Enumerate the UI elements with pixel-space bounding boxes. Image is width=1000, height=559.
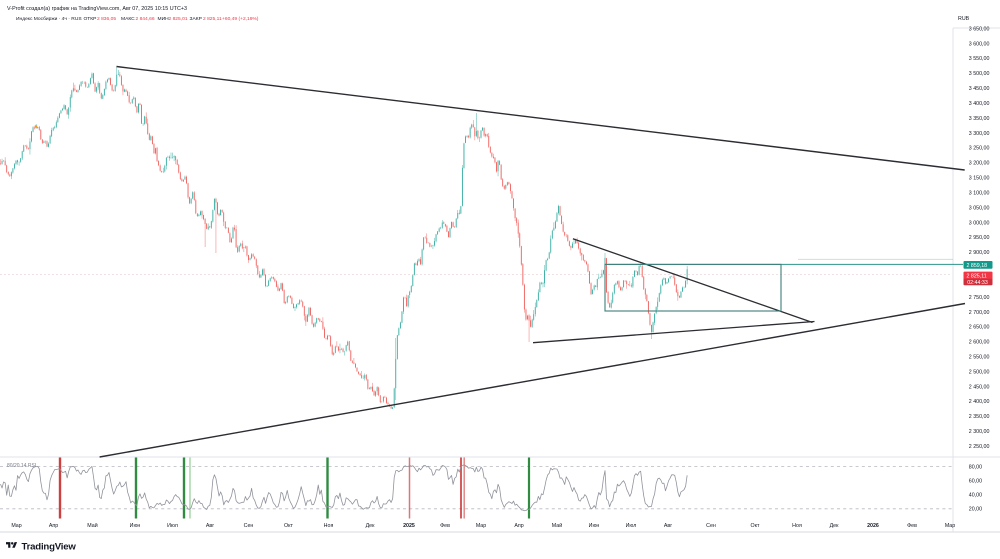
svg-text:2025: 2025 <box>403 523 415 529</box>
svg-text:RUB: RUB <box>958 16 970 22</box>
svg-text:Июл: Июл <box>167 523 178 529</box>
svg-text:20,00: 20,00 <box>969 507 982 513</box>
svg-text:ЗАКР: ЗАКР <box>190 16 202 22</box>
svg-text:3 600,00: 3 600,00 <box>969 41 990 47</box>
svg-text:Сен: Сен <box>706 523 716 529</box>
svg-text:2 500,00: 2 500,00 <box>969 369 990 375</box>
svg-text:Ноя: Ноя <box>792 523 802 529</box>
svg-text:Дек: Дек <box>366 523 376 529</box>
svg-text:2 300,00: 2 300,00 <box>969 429 990 435</box>
svg-text:2 844,66: 2 844,66 <box>136 16 155 22</box>
svg-text:60,00: 60,00 <box>969 479 982 485</box>
svg-text:Индекс Мосбиржи · 4ч · RUS: Индекс Мосбиржи · 4ч · RUS <box>16 16 82 22</box>
svg-text:+60,49 (+2,19%): +60,49 (+2,19%) <box>222 16 259 22</box>
svg-text:Фев: Фев <box>440 523 450 529</box>
svg-text:3 650,00: 3 650,00 <box>969 26 990 32</box>
svg-text:Окт: Окт <box>751 523 760 529</box>
svg-text:2026: 2026 <box>867 523 879 529</box>
svg-text:3 050,00: 3 050,00 <box>969 205 990 211</box>
svg-text:Июл: Июл <box>626 523 637 529</box>
svg-text:2 825,11: 2 825,11 <box>203 16 222 22</box>
svg-text:3 100,00: 3 100,00 <box>969 190 990 196</box>
svg-text:2 750,00: 2 750,00 <box>969 295 990 301</box>
svg-text:2 600,00: 2 600,00 <box>969 340 990 346</box>
svg-text:Ноя: Ноя <box>324 523 334 529</box>
svg-text:3 550,00: 3 550,00 <box>969 56 990 62</box>
svg-text:Мар: Мар <box>11 523 21 529</box>
svg-text:Дек: Дек <box>830 523 840 529</box>
svg-text:Окт: Окт <box>284 523 293 529</box>
svg-text:3 250,00: 3 250,00 <box>969 146 990 152</box>
svg-text:2 825,11: 2 825,11 <box>967 274 987 280</box>
svg-text:2 825,01: 2 825,01 <box>169 16 188 22</box>
svg-text:2 836,05: 2 836,05 <box>97 16 116 22</box>
svg-text:2 250,00: 2 250,00 <box>969 444 990 450</box>
svg-text:3 000,00: 3 000,00 <box>969 220 990 226</box>
svg-text:Май: Май <box>87 522 97 529</box>
svg-text:3 300,00: 3 300,00 <box>969 131 990 137</box>
svg-text:3 150,00: 3 150,00 <box>969 176 990 182</box>
svg-text:3 500,00: 3 500,00 <box>969 71 990 77</box>
svg-text:40,00: 40,00 <box>969 493 982 499</box>
svg-text:МАКС: МАКС <box>121 16 135 22</box>
svg-text:V-Profit создал(а) график на T: V-Profit создал(а) график на TradingView… <box>7 6 187 12</box>
svg-text:МИН: МИН <box>158 16 170 22</box>
svg-text:ОТКР: ОТКР <box>84 16 97 22</box>
svg-text:2 550,00: 2 550,00 <box>969 355 990 361</box>
svg-text:Сен: Сен <box>244 523 254 529</box>
svg-text:3 200,00: 3 200,00 <box>969 161 990 167</box>
svg-text:3 350,00: 3 350,00 <box>969 116 990 122</box>
svg-text:2 400,00: 2 400,00 <box>969 399 990 405</box>
svg-text:Мар: Мар <box>476 523 486 529</box>
svg-text:3 450,00: 3 450,00 <box>969 86 990 92</box>
svg-text:Мар: Мар <box>945 523 955 529</box>
svg-text:Авг: Авг <box>664 523 672 529</box>
svg-text:TradingView: TradingView <box>22 541 77 552</box>
svg-text:2 700,00: 2 700,00 <box>969 310 990 316</box>
svg-text:Июн: Июн <box>589 523 600 529</box>
svg-text:2 450,00: 2 450,00 <box>969 384 990 390</box>
svg-text:2 859,18: 2 859,18 <box>967 263 988 269</box>
svg-text:2 350,00: 2 350,00 <box>969 414 990 420</box>
svg-text:Фев: Фев <box>907 523 917 529</box>
svg-text:Авг: Авг <box>206 523 214 529</box>
svg-text:02:44:33: 02:44:33 <box>967 280 988 286</box>
svg-text:2 900,00: 2 900,00 <box>969 250 990 256</box>
svg-text:Апр: Апр <box>514 523 523 529</box>
svg-text:2 950,00: 2 950,00 <box>969 235 990 241</box>
svg-text:Май: Май <box>552 522 562 529</box>
svg-text:3 400,00: 3 400,00 <box>969 101 990 107</box>
svg-text:Апр: Апр <box>49 523 58 529</box>
svg-text:80/20 14 RSI: 80/20 14 RSI <box>7 463 36 469</box>
svg-text:2 650,00: 2 650,00 <box>969 325 990 331</box>
svg-text:Июн: Июн <box>130 523 141 529</box>
svg-text:80,00: 80,00 <box>969 464 982 470</box>
